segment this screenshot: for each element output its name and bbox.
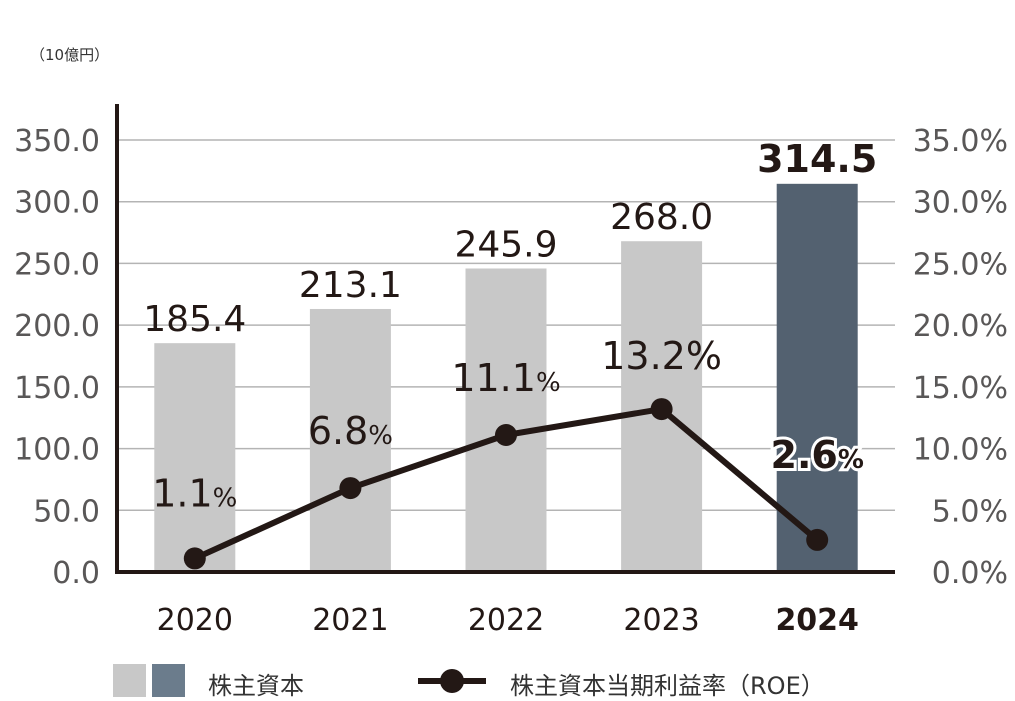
bar-2021 xyxy=(309,308,391,572)
bar-2020 xyxy=(154,343,236,572)
x-tick-label: 2023 xyxy=(623,603,699,638)
left-tick-label: 50.0 xyxy=(33,494,100,529)
roe-value-label: 13.2% xyxy=(601,334,722,378)
roe-value-suffix: % xyxy=(368,421,393,451)
roe-value-number: 11.1 xyxy=(451,356,536,400)
right-tick-label: 10.0% xyxy=(913,433,1008,468)
roe-value-number: 13.2 xyxy=(601,334,686,378)
bar-value-label: 185.4 xyxy=(143,299,246,340)
axes xyxy=(115,104,895,574)
right-tick-label: 35.0% xyxy=(913,124,1008,159)
right-tick-label: 15.0% xyxy=(913,371,1008,406)
legend-label-shareholders-equity: 株主資本 xyxy=(208,672,304,700)
roe-value-suffix: % xyxy=(838,445,864,475)
left-tick-label: 350.0 xyxy=(14,124,100,159)
bar-value-label: 245.9 xyxy=(454,224,557,265)
x-tick-label: 2020 xyxy=(157,603,233,638)
roe-value-label: 1.1% xyxy=(152,471,237,515)
bar-value-label: 314.5 xyxy=(757,137,877,181)
roe-point xyxy=(183,547,206,570)
legend-label-roe: 株主資本当期利益率（ROE） xyxy=(510,672,825,700)
left-tick-label: 150.0 xyxy=(14,371,100,406)
legend: 株主資本 株主資本当期利益率（ROE） xyxy=(0,664,1015,700)
left-tick-label: 200.0 xyxy=(14,309,100,344)
bar-2022 xyxy=(465,268,547,572)
roe-value-suffix: % xyxy=(213,483,238,513)
left-tick-label: 300.0 xyxy=(14,186,100,221)
left-tick-label: 250.0 xyxy=(14,247,100,282)
bar-value-label: 213.1 xyxy=(299,265,402,306)
roe-point xyxy=(495,423,517,446)
x-tick-label: 2022 xyxy=(468,603,544,638)
x-tick-label: 2024 xyxy=(775,603,859,638)
tick-labels: 0.0 50.0 100.0 150.0 200.0 250.0 300.0 350.0 0.0… xyxy=(14,124,1008,638)
x-tick-label: 2021 xyxy=(312,603,388,638)
roe-value-number: 6.8 xyxy=(308,409,368,453)
roe-value-label: 11.1% xyxy=(451,356,560,400)
right-tick-label: 30.0% xyxy=(913,186,1008,221)
roe-point xyxy=(650,398,673,421)
bars xyxy=(154,183,858,572)
roe-value-label: 6.8% xyxy=(308,409,393,453)
legend-swatch-bar-dark xyxy=(152,664,185,697)
right-tick-label: 5.0% xyxy=(932,494,1008,529)
legend-line-marker xyxy=(418,669,486,693)
roe-value-number: 2.6 xyxy=(771,433,838,477)
data-labels: 185.4213.1245.9268.0314.51.1%6.8%11.1%13… xyxy=(143,137,877,516)
bar-value-label: 268.0 xyxy=(610,197,713,238)
roe-point xyxy=(806,528,829,551)
left-tick-label: 100.0 xyxy=(14,433,100,468)
roe-value-label: 2.6% xyxy=(771,433,864,477)
roe-value-number: 1.1 xyxy=(152,471,212,515)
roe-value-suffix: % xyxy=(536,368,561,398)
right-tick-label: 25.0% xyxy=(913,247,1008,282)
left-tick-label: 0.0 xyxy=(52,556,100,591)
right-tick-label: 20.0% xyxy=(913,309,1008,344)
roe-value-suffix: % xyxy=(686,334,722,378)
right-tick-label: 0.0% xyxy=(932,556,1008,591)
roe-point xyxy=(339,477,362,500)
unit-label: （10億円） xyxy=(30,46,110,64)
bar-2024 xyxy=(776,183,858,572)
legend-swatch-bar-light xyxy=(113,664,146,697)
roe-line xyxy=(183,398,829,570)
